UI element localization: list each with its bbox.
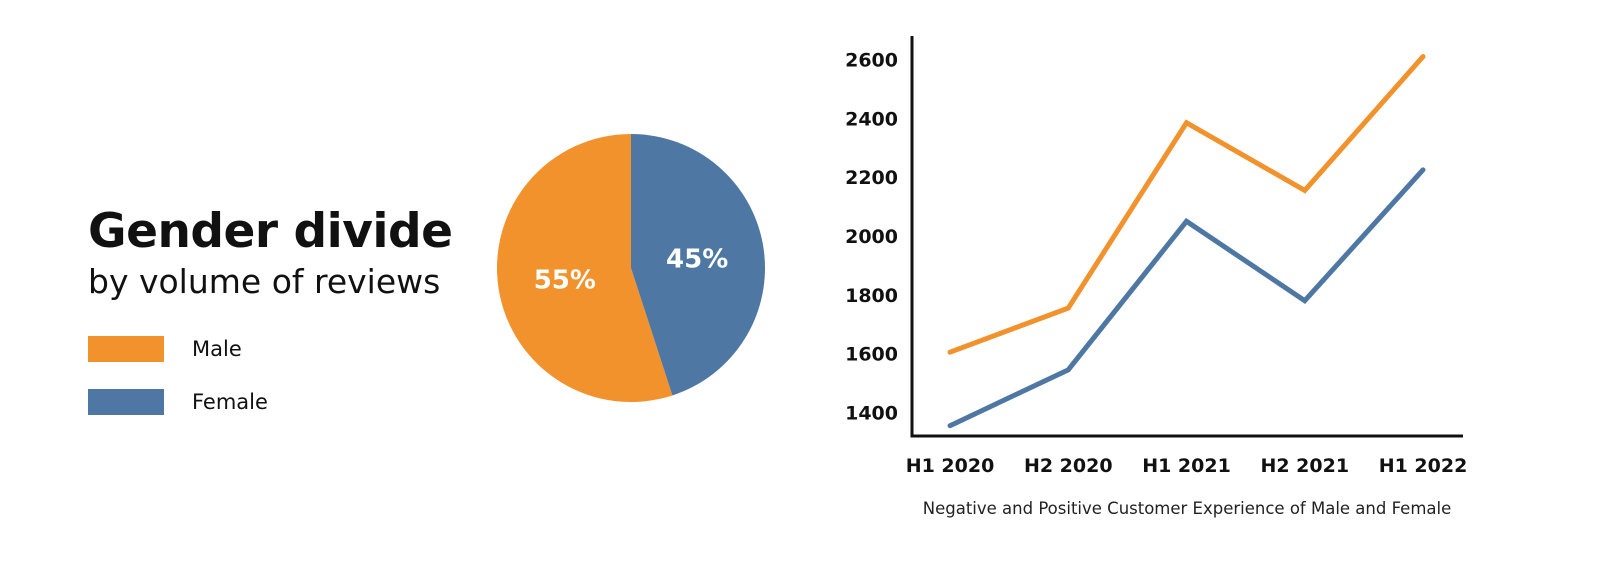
chart-subtitle: by volume of reviews — [88, 262, 441, 301]
series-line-orange — [947, 54, 1426, 355]
legend-item-female: Female — [88, 389, 268, 415]
legend-swatch-male — [88, 336, 164, 362]
pie-slice-female — [631, 134, 765, 396]
y-tick-label: 2000 — [845, 226, 898, 248]
x-tick-label: H1 2021 — [1142, 455, 1231, 477]
series-line-blue — [947, 167, 1426, 429]
pie-slice-male — [496, 134, 673, 403]
legend-label-female: Female — [192, 390, 268, 414]
legend-label-male: Male — [192, 337, 242, 361]
x-tick-label: H2 2021 — [1260, 455, 1349, 477]
y-tick-label: 2600 — [845, 50, 898, 72]
y-tick-label: 2400 — [845, 108, 898, 130]
pie-label-female: 45% — [666, 245, 728, 275]
legend-swatch-female — [88, 389, 164, 415]
y-tick-label: 1400 — [845, 402, 898, 424]
y-tick-label: 1600 — [845, 344, 898, 366]
pie-label-male: 55% — [534, 265, 596, 295]
x-tick-label: H1 2020 — [906, 455, 995, 477]
y-tick-label: 1800 — [845, 285, 898, 307]
x-tick-label: H1 2022 — [1379, 455, 1468, 477]
legend-item-male: Male — [88, 336, 242, 362]
y-tick-label: 2200 — [845, 167, 898, 189]
chart-caption: Negative and Positive Customer Experienc… — [923, 499, 1452, 518]
x-tick-label: H2 2020 — [1024, 455, 1113, 477]
chart-title: Gender divide — [88, 204, 453, 259]
